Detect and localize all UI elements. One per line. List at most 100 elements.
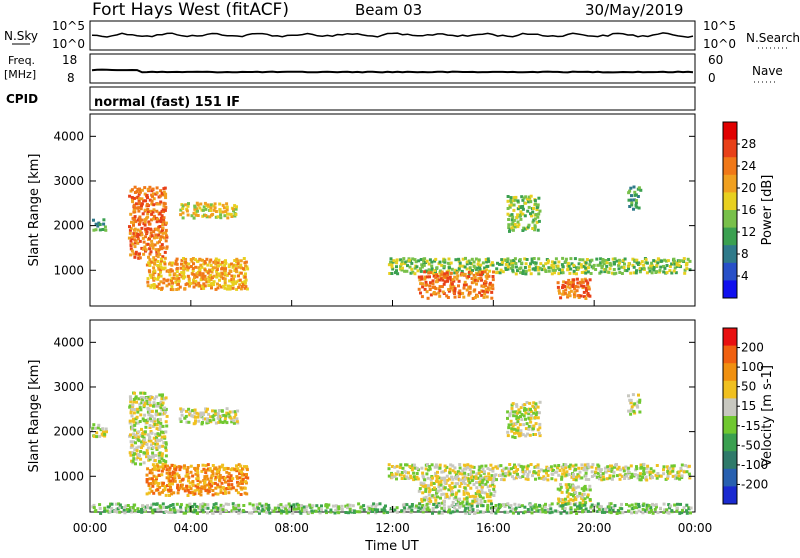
data-cell-0-4 [588,263,592,267]
data-cell-0-4 [650,261,654,265]
data-cell-0-5 [482,285,486,289]
data-cell-0-0 [94,228,98,232]
data-cell-1-9 [437,502,441,506]
data-cell-0-3 [191,281,195,285]
data-cell-0-1 [137,222,141,226]
data-cell-1-2 [197,412,201,416]
data-cell-1-3 [239,486,243,490]
data-cell-1-9 [219,506,223,510]
data-cell-1-9 [128,508,132,512]
data-cell-1-4 [411,466,415,470]
data-cell-0-1 [156,228,160,232]
data-cell-0-5 [491,278,495,282]
data-cell-1-9 [386,510,389,514]
data-cell-1-4 [623,477,627,480]
data-cell-1-9 [196,511,199,515]
data-cell-0-5 [468,285,472,289]
data-cell-0-3 [228,279,232,283]
data-cell-1-9 [258,511,261,515]
data-cell-1-5 [486,485,490,489]
data-cell-1-1 [164,420,168,424]
data-cell-0-5 [423,277,427,281]
data-cell-0-3 [221,272,225,276]
data-cell-0-1 [159,217,163,220]
data-cell-1-5 [447,488,451,492]
data-cell-1-9 [133,503,137,507]
data-cell-0-4 [430,264,434,268]
data-cell-0-7 [571,282,575,286]
freq-tick-top: 18 [62,53,77,67]
data-cell-1-4 [639,463,643,467]
data-cell-0-6 [506,207,510,210]
data-cell-1-9 [201,510,205,514]
data-cell-1-3 [226,475,230,479]
data-cell-1-4 [625,474,629,478]
data-cell-1-5 [490,480,494,484]
data-cell-1-4 [474,475,478,479]
data-cell-0-3 [217,258,221,262]
data-cell-1-9 [447,505,451,509]
data-cell-0-4 [400,260,404,264]
data-cell-1-5 [474,492,478,495]
data-cell-0-4 [638,270,642,274]
data-cell-0-1 [165,245,169,249]
data-cell-0-4 [658,270,662,274]
data-cell-1-1 [160,435,164,439]
data-cell-1-5 [487,477,491,481]
data-cell-0-3 [165,284,169,288]
data-cell-0-4 [546,261,550,265]
data-cell-1-4 [545,465,549,469]
data-cell-1-9 [497,503,501,507]
data-cell-1-9 [156,507,160,511]
data-cell-0-4 [417,259,421,263]
data-cell-0-1 [144,248,148,252]
data-cell-0-4 [605,264,609,268]
data-cell-1-9 [449,511,453,515]
data-cell-0-4 [509,266,513,270]
data-cell-1-4 [487,475,491,479]
colorbar-tick-label: 20 [741,181,756,195]
data-cell-0-4 [547,269,551,273]
data-cell-0-4 [603,270,607,274]
data-cell-0-1 [160,214,164,218]
data-cell-1-0 [103,434,107,438]
data-cell-1-1 [139,462,143,466]
data-cell-1-3 [196,464,200,467]
data-cell-1-5 [461,500,465,504]
data-cell-0-4 [477,258,481,262]
data-cell-0-3 [236,261,240,265]
data-cell-1-5 [435,477,439,481]
data-cell-1-4 [680,463,684,467]
data-cell-0-4 [566,261,570,265]
data-cell-0-1 [152,203,156,207]
data-cell-1-9 [464,511,468,515]
data-cell-0-5 [484,274,488,278]
data-cell-0-4 [427,268,431,272]
data-cell-1-4 [560,477,564,481]
data-cell-0-5 [485,295,489,299]
data-cell-1-4 [670,464,674,468]
data-cell-0-3 [233,259,237,262]
data-cell-0-4 [658,268,662,272]
data-cell-0-4 [543,267,547,271]
data-cell-1-9 [601,510,604,514]
data-cell-1-3 [212,481,215,485]
data-cell-0-4 [601,258,605,261]
data-cell-1-9 [689,511,692,515]
data-cell-1-3 [169,485,172,489]
data-cell-0-4 [591,266,595,270]
data-cell-0-1 [160,209,164,213]
data-cell-1-9 [136,507,140,511]
data-cell-1-2 [181,408,185,412]
data-cell-1-9 [609,502,613,506]
data-cell-1-2 [209,415,213,419]
data-cell-0-6 [516,220,520,224]
data-cell-0-2 [232,209,235,213]
data-cell-1-6 [511,402,515,406]
data-cell-1-1 [160,397,164,401]
data-cell-1-5 [426,498,430,502]
data-cell-0-1 [157,233,161,237]
data-cell-0-4 [514,272,518,276]
data-cell-1-6 [530,410,533,414]
